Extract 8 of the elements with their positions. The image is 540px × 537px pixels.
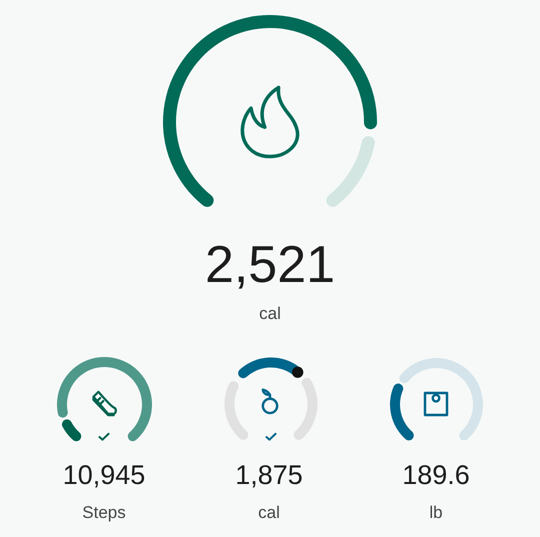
text: Steps (82, 503, 126, 522)
text: lb (429, 503, 443, 522)
text: cal (258, 503, 280, 522)
text: 1,875 (235, 460, 303, 490)
text: 189.6 (402, 460, 470, 490)
text: 10,945 (62, 460, 146, 490)
text: cal (259, 304, 281, 323)
text: 2,521 (204, 236, 336, 294)
